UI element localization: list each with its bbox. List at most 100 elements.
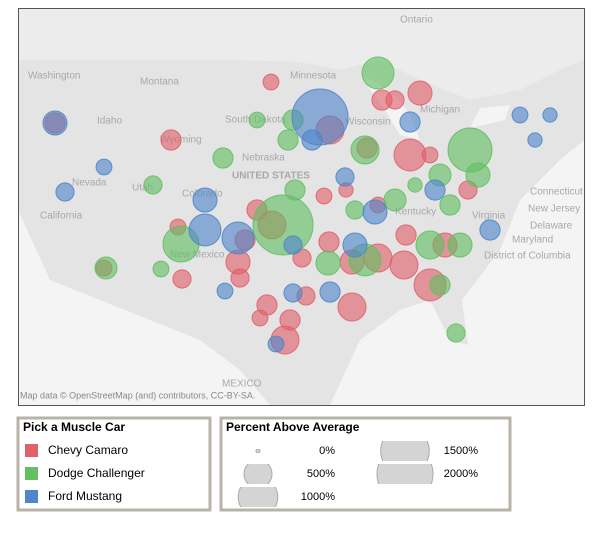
- color-legend: [16, 416, 212, 512]
- legend-label: Ford Mustang: [48, 489, 122, 503]
- bubble: [160, 129, 182, 151]
- bubble: [511, 106, 529, 124]
- size-legend-label: 0%: [319, 445, 335, 457]
- legend-label: Dodge Challenger: [48, 466, 145, 480]
- bubble: [429, 274, 451, 296]
- map-label: Minnesota: [290, 71, 337, 82]
- map-label: Nevada: [72, 178, 107, 189]
- bubble: [248, 111, 266, 129]
- bubble: [479, 219, 501, 241]
- bubble: [345, 200, 365, 220]
- bubble: [318, 231, 340, 253]
- bubble: [230, 268, 250, 288]
- legend-label: Chevy Camaro: [48, 443, 128, 457]
- map-label: Connecticut: [530, 187, 583, 198]
- bubble: [342, 232, 368, 258]
- map-label: New Mexico: [170, 250, 225, 261]
- map-label: Virginia: [472, 211, 506, 222]
- attribution: Map data © OpenStreetMap (and) contribut…: [20, 390, 255, 400]
- bubble: [143, 175, 163, 195]
- bubble: [527, 132, 543, 148]
- bubble: [361, 56, 395, 90]
- size-legend-label: 1000%: [301, 491, 335, 503]
- size-legend-label: 1500%: [444, 445, 478, 457]
- legend-title: Percent Above Average: [226, 420, 360, 434]
- bubble: [192, 187, 218, 213]
- bubble: [319, 281, 341, 303]
- map-label: Wisconsin: [345, 117, 391, 128]
- bubble: [385, 90, 405, 110]
- map-label: District of Columbia: [484, 251, 571, 262]
- bubble: [337, 292, 367, 322]
- bubble: [152, 260, 170, 278]
- bubble: [424, 179, 446, 201]
- size-legend-mark: [255, 449, 261, 453]
- bubble: [95, 158, 113, 176]
- bubble: [447, 232, 473, 258]
- ocean: [330, 140, 584, 405]
- bubble: [439, 194, 461, 216]
- legend-swatch: [25, 467, 38, 480]
- bubble: [383, 188, 407, 212]
- size-legend-label: 500%: [307, 468, 335, 480]
- bubble: [277, 129, 299, 151]
- map-label: Kentucky: [395, 207, 436, 218]
- map-label: Nebraska: [242, 153, 285, 164]
- size-legend-mark: [376, 464, 434, 484]
- map-label: Delaware: [530, 221, 573, 232]
- size-legend-items: 0% 500% 1000% 1500% 2000%: [237, 441, 478, 507]
- bubble: [315, 187, 333, 205]
- bubble: [216, 282, 234, 300]
- bubble: [188, 213, 222, 247]
- map-label: New Jersey: [528, 204, 580, 215]
- lake: [470, 105, 510, 128]
- bubble: [335, 167, 355, 187]
- bubble: [542, 107, 558, 123]
- bubble: [267, 335, 285, 353]
- bubble: [301, 129, 323, 151]
- bubble: [395, 224, 417, 246]
- bubble: [172, 269, 192, 289]
- legend-title: Pick a Muscle Car: [23, 420, 125, 434]
- bubble: [251, 309, 269, 327]
- size-legend-mark: [237, 487, 279, 507]
- bubble: [399, 111, 421, 133]
- legend-swatch: [25, 490, 38, 503]
- bubble: [421, 146, 439, 164]
- legend-swatch: [25, 444, 38, 457]
- size-legend-mark: [243, 464, 273, 484]
- map-label: Idaho: [97, 116, 122, 127]
- bubble: [284, 179, 306, 201]
- bubble: [446, 323, 466, 343]
- bubble: [315, 250, 341, 276]
- bubble: [42, 110, 68, 136]
- bubble: [221, 221, 255, 255]
- map-label: Maryland: [512, 235, 553, 246]
- map-label: MEXICO: [222, 379, 262, 390]
- bubble: [212, 147, 234, 169]
- map-label: Michigan: [420, 105, 460, 116]
- map-label: UNITED STATES: [232, 171, 310, 182]
- bubble: [465, 162, 491, 188]
- bubble: [94, 256, 118, 280]
- bubble: [262, 73, 280, 91]
- bubble: [55, 182, 75, 202]
- bubble: [362, 199, 388, 225]
- bubble: [393, 138, 427, 172]
- bubble: [407, 177, 423, 193]
- bubble: [252, 194, 314, 256]
- size-legend-label: 2000%: [444, 468, 478, 480]
- bubble: [350, 135, 380, 165]
- canada: [18, 8, 584, 100]
- map-label: Washington: [28, 71, 80, 82]
- map-label: Montana: [140, 77, 179, 88]
- map: Ontario Washington Montana Idaho South D…: [18, 8, 584, 405]
- bubble: [283, 283, 303, 303]
- map-label: California: [40, 211, 83, 222]
- bubble: [407, 80, 433, 106]
- bubble: [389, 250, 419, 280]
- size-legend-mark: [380, 441, 430, 461]
- bubble-layer: [42, 56, 558, 355]
